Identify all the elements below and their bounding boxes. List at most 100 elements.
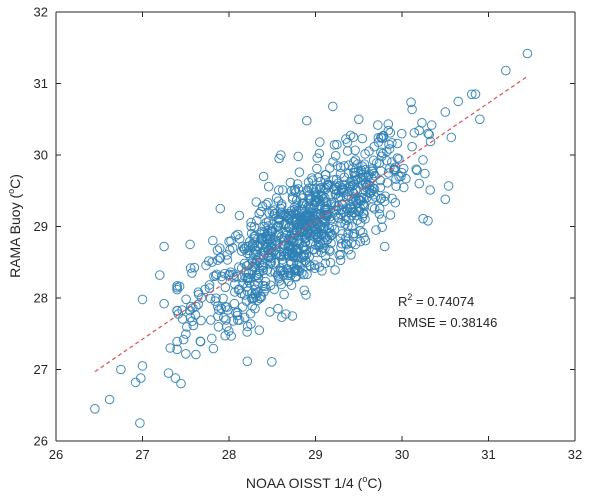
data-point: [336, 218, 346, 228]
data-point: [215, 243, 225, 253]
data-point: [251, 215, 262, 226]
data-point: [314, 148, 325, 159]
data-point: [239, 290, 250, 300]
y-tick-label: 30: [34, 148, 48, 163]
data-point: [247, 301, 257, 311]
data-point: [187, 268, 197, 278]
data-point: [272, 249, 282, 260]
data-point: [211, 293, 221, 304]
data-point: [470, 89, 481, 99]
data-point: [332, 212, 343, 222]
x-tick-label: 32: [568, 447, 582, 462]
data-point: [328, 157, 338, 167]
data-point: [314, 204, 324, 215]
data-point: [331, 174, 342, 185]
data-point: [193, 289, 204, 300]
data-point: [443, 181, 454, 191]
data-point: [90, 404, 100, 414]
data-point: [315, 237, 326, 248]
data-point: [312, 209, 323, 220]
data-point: [292, 264, 303, 275]
data-point: [346, 238, 357, 249]
data-point: [251, 197, 262, 207]
points-layer: [90, 48, 533, 428]
data-point: [135, 418, 145, 428]
data-point: [350, 239, 361, 250]
data-point: [335, 233, 346, 244]
data-point: [219, 268, 230, 279]
y-tick-label: 29: [34, 219, 48, 234]
data-point: [374, 203, 385, 214]
data-point: [368, 155, 379, 166]
data-point: [208, 235, 218, 246]
data-point: [220, 330, 230, 341]
data-point: [407, 141, 417, 152]
data-point: [254, 325, 265, 336]
data-point: [351, 196, 361, 206]
data-point: [267, 357, 277, 367]
data-point: [172, 344, 182, 355]
data-point: [137, 361, 148, 371]
data-point: [320, 193, 330, 203]
data-point: [221, 315, 231, 325]
data-point: [181, 329, 191, 339]
data-point: [302, 227, 312, 238]
data-point: [382, 178, 393, 188]
data-point: [314, 223, 325, 233]
data-point: [360, 149, 370, 159]
data-point: [346, 203, 357, 213]
data-point: [243, 275, 253, 286]
data-point: [307, 173, 317, 183]
data-point: [294, 167, 305, 177]
data-point: [222, 250, 232, 260]
data-point: [181, 294, 191, 305]
data-point: [358, 208, 369, 219]
data-point: [104, 394, 115, 405]
data-point: [291, 272, 302, 282]
data-point: [394, 154, 404, 164]
data-point: [359, 159, 370, 169]
data-point: [210, 271, 221, 281]
data-point: [303, 208, 313, 219]
data-point: [335, 162, 346, 173]
data-point: [440, 107, 451, 117]
data-point: [225, 245, 235, 255]
data-point: [251, 250, 261, 260]
data-point: [315, 182, 326, 193]
data-point: [261, 199, 271, 210]
data-point: [396, 128, 407, 139]
data-point: [256, 229, 266, 239]
data-point: [222, 321, 232, 332]
data-point: [376, 193, 387, 203]
data-point: [275, 209, 286, 219]
data-point: [215, 203, 226, 214]
data-point: [258, 171, 269, 182]
data-point: [262, 228, 273, 238]
data-point: [343, 244, 354, 255]
data-point: [401, 173, 411, 184]
data-point: [285, 256, 296, 267]
data-point: [163, 368, 174, 378]
data-point: [276, 250, 287, 260]
data-point: [274, 185, 284, 195]
data-point: [243, 260, 254, 270]
r-squared-annotation: R2 = 0.74074: [398, 292, 474, 309]
data-point: [200, 284, 210, 295]
data-point: [384, 139, 394, 150]
data-point: [354, 114, 364, 125]
data-point: [322, 235, 333, 245]
data-point: [291, 245, 301, 256]
data-point: [311, 216, 322, 227]
data-point: [418, 213, 428, 224]
data-point: [206, 315, 216, 325]
data-point: [241, 242, 251, 252]
data-point: [246, 217, 256, 228]
data-point: [355, 236, 366, 247]
data-point: [349, 228, 360, 239]
data-point: [176, 378, 186, 389]
data-point: [258, 265, 269, 276]
data-point: [327, 230, 338, 240]
data-point: [376, 166, 386, 176]
data-point: [246, 319, 256, 329]
